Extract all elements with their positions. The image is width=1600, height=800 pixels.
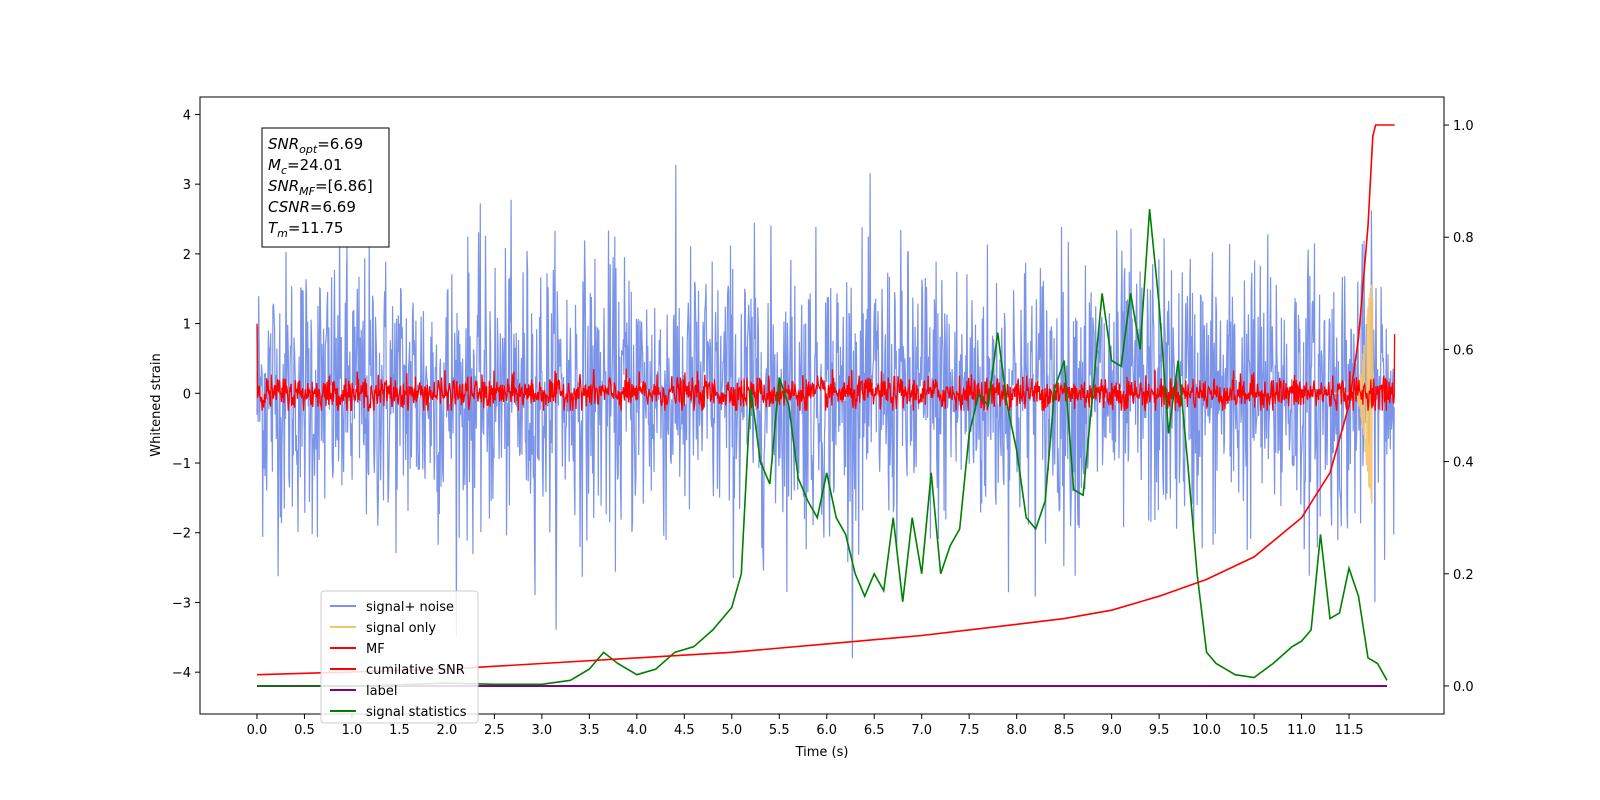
annotation-line: Tm=11.75 bbox=[268, 219, 343, 240]
x-tick-label: 0.0 bbox=[247, 723, 268, 738]
annotation-line: CSNR=6.69 bbox=[268, 198, 356, 216]
y-tick-label: 1 bbox=[183, 318, 191, 333]
y2-tick-label: 0.8 bbox=[1453, 231, 1474, 246]
y-tick-label: 3 bbox=[183, 178, 191, 193]
legend-label: label bbox=[366, 684, 397, 699]
y-tick-label: −3 bbox=[172, 596, 191, 611]
x-tick-label: 2.0 bbox=[437, 723, 458, 738]
legend-label: signal only bbox=[366, 621, 436, 636]
legend-label: cumilative SNR bbox=[366, 663, 465, 678]
x-tick-label: 1.0 bbox=[342, 723, 363, 738]
x-tick-label: 0.5 bbox=[294, 723, 315, 738]
annotation-line: SNRMF=[6.86] bbox=[268, 177, 373, 198]
mf-series bbox=[256, 323, 1396, 412]
x-tick-label: 9.0 bbox=[1101, 723, 1122, 738]
y-tick-label: −4 bbox=[172, 666, 191, 681]
plot-frame bbox=[199, 96, 1445, 715]
x-tick-label: 5.0 bbox=[721, 723, 742, 738]
y2-tick-label: 0.6 bbox=[1453, 343, 1474, 358]
x-tick-label: 7.0 bbox=[911, 723, 932, 738]
annotation-line: Mc=24.01 bbox=[268, 156, 343, 177]
x-axis-label: Time (s) bbox=[795, 745, 849, 760]
x-tick-label: 10.0 bbox=[1192, 723, 1221, 738]
y-axis-left: 4 3 2 1 0 −1 −2 −3 −4 bbox=[172, 108, 200, 681]
x-tick-label: 4.0 bbox=[626, 723, 647, 738]
x-tick-label: 8.0 bbox=[1006, 723, 1027, 738]
y2-tick-label: 0.0 bbox=[1453, 680, 1474, 695]
legend-label: MF bbox=[366, 642, 385, 657]
x-tick-label: 3.5 bbox=[579, 723, 600, 738]
annotation-line: SNRopt=6.69 bbox=[268, 135, 363, 156]
x-tick-label: 4.5 bbox=[674, 723, 695, 738]
y-tick-label: 0 bbox=[183, 387, 191, 402]
legend: signal+ noise signal only MF cumilative SNR… bbox=[320, 590, 479, 724]
signal-statistics-line bbox=[257, 209, 1388, 687]
x-tick-label: 6.5 bbox=[864, 723, 885, 738]
x-axis: 0.0 0.5 1.0 1.5 2.0 2.5 3.0 3.5 4.0 4.5 5.0 5.5 6.0 6… bbox=[247, 714, 1364, 738]
x-tick-label: 10.5 bbox=[1240, 723, 1269, 738]
y-tick-label: 2 bbox=[183, 248, 191, 263]
stats-annotation-box: SNRopt=6.69Mc=24.01SNRMF=[6.86]CSNR=6.69… bbox=[261, 127, 390, 248]
x-tick-label: 5.5 bbox=[769, 723, 790, 738]
y-tick-label: −2 bbox=[172, 527, 191, 542]
y-tick-label: −1 bbox=[172, 457, 191, 472]
x-tick-label: 6.0 bbox=[816, 723, 837, 738]
x-tick-label: 9.5 bbox=[1149, 723, 1170, 738]
signal-noise-series bbox=[256, 164, 1395, 659]
x-tick-label: 8.5 bbox=[1054, 723, 1075, 738]
y-tick-label: 4 bbox=[183, 108, 191, 123]
y-axis-label: Whitened strain bbox=[149, 353, 164, 456]
legend-frame bbox=[320, 590, 479, 724]
x-tick-label: 11.5 bbox=[1335, 723, 1364, 738]
x-tick-label: 7.5 bbox=[959, 723, 980, 738]
y2-tick-label: 0.4 bbox=[1453, 456, 1474, 471]
y-axis-right: 1.0 0.8 0.6 0.4 0.2 0.0 bbox=[1444, 119, 1474, 695]
x-tick-label: 1.5 bbox=[389, 723, 410, 738]
annotation-frame bbox=[261, 127, 390, 248]
x-tick-label: 11.0 bbox=[1287, 723, 1316, 738]
legend-label: signal statistics bbox=[366, 705, 467, 720]
legend-label: signal+ noise bbox=[366, 600, 454, 615]
y2-tick-label: 0.2 bbox=[1453, 568, 1474, 583]
x-tick-label: 2.5 bbox=[484, 723, 505, 738]
signal-noise-line bbox=[256, 164, 1395, 659]
mf-line bbox=[256, 323, 1396, 412]
x-tick-label: 3.0 bbox=[532, 723, 553, 738]
y2-tick-label: 1.0 bbox=[1453, 119, 1474, 134]
cumulative-snr-line bbox=[256, 124, 1395, 676]
